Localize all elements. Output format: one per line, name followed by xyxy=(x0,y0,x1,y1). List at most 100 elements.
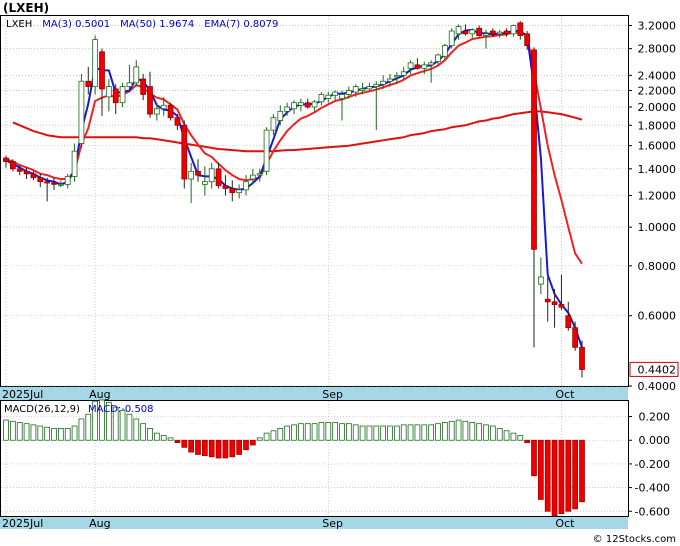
macd-x-label: Sep xyxy=(322,517,343,530)
macd-bar-positive xyxy=(37,425,44,441)
candle-body-up xyxy=(311,101,318,108)
candle xyxy=(345,86,352,99)
candle xyxy=(517,21,524,40)
macd-bar-positive xyxy=(167,437,174,441)
macd-bar-positive xyxy=(160,435,167,441)
price-x-label: Oct xyxy=(555,388,575,401)
macd-bar-positive xyxy=(496,428,503,441)
macd-bar-negative xyxy=(544,439,551,512)
candle-body-down xyxy=(9,161,16,170)
candle-body-up xyxy=(133,66,140,84)
macd-bar-positive xyxy=(71,425,78,441)
candle-body-up xyxy=(469,29,476,35)
price-legend: LXEH MA(3) 0.5001 MA(50) 1.9674 EMA(7) 0.80… xyxy=(6,19,278,30)
candle xyxy=(188,162,195,203)
candle xyxy=(551,288,558,328)
candle xyxy=(297,98,304,112)
macd-bar-positive xyxy=(393,425,400,441)
candle-body-down xyxy=(572,327,579,348)
candle-body-up xyxy=(256,173,263,176)
macd-bar-positive xyxy=(503,430,510,441)
candle xyxy=(537,257,544,295)
candle xyxy=(393,71,400,85)
candle xyxy=(256,168,263,182)
last-price-marker: 0.4402 xyxy=(629,361,679,377)
candle-body-down xyxy=(195,170,201,176)
candle xyxy=(435,53,441,65)
candle-body-up xyxy=(345,90,352,95)
macd-bar-positive xyxy=(510,432,517,441)
candle-body-down xyxy=(517,22,524,36)
candle-body-up xyxy=(380,80,387,85)
last-price-box xyxy=(629,361,679,377)
legend-item: EMA(7) 0.8079 xyxy=(204,19,278,30)
candle-body-up xyxy=(188,170,195,180)
macd-bar-positive xyxy=(297,423,304,441)
candle xyxy=(140,73,147,101)
macd-bar-positive xyxy=(311,423,318,441)
macd-bar-negative xyxy=(579,439,585,503)
candle xyxy=(558,274,565,311)
candle xyxy=(400,66,407,80)
candle xyxy=(531,47,537,348)
candle xyxy=(455,24,462,40)
macd-x-labels: 2025Jul Aug Sep Oct xyxy=(2,517,575,530)
price-tick-label: 1.0000 xyxy=(638,221,677,234)
macd-bar-positive xyxy=(99,399,105,441)
candle-body-down xyxy=(30,173,37,179)
macd-legend: MACD(26,12,9) MACD:-0.508 xyxy=(4,404,154,415)
candle xyxy=(133,60,140,87)
candle-body-down xyxy=(181,124,188,180)
price-tick-label: 0.8000 xyxy=(638,260,677,273)
candle xyxy=(126,64,133,91)
macd-bar-positive xyxy=(469,422,476,441)
candle-body-up xyxy=(318,94,325,103)
macd-bar-positive xyxy=(421,424,428,441)
candle xyxy=(277,105,284,126)
macd-bar-positive xyxy=(476,423,483,441)
candle xyxy=(153,102,160,121)
candle-body-up xyxy=(393,74,400,78)
macd-bar-positive xyxy=(318,422,325,441)
candle xyxy=(92,35,99,95)
candle-body-down xyxy=(99,51,105,90)
macd-bar-positive xyxy=(517,435,524,441)
candle xyxy=(311,100,318,112)
candle-body-down xyxy=(112,88,119,104)
candle-body-down xyxy=(147,86,153,115)
candle-body-up xyxy=(400,71,407,76)
candle-body-down xyxy=(489,30,496,35)
candle xyxy=(57,180,64,188)
candle-body-down xyxy=(16,168,23,172)
candle xyxy=(448,28,455,49)
candle xyxy=(99,48,105,116)
symbol-title: (LXEH) xyxy=(3,1,49,15)
macd-bar-positive xyxy=(345,423,352,441)
macd-legend-item: MACD:-0.508 xyxy=(88,404,154,415)
price-x-label: Aug xyxy=(89,388,110,401)
candle xyxy=(112,84,119,115)
candle xyxy=(71,143,78,182)
candle xyxy=(195,159,201,182)
macd-bar-positive xyxy=(30,424,37,441)
macd-bar-positive xyxy=(359,425,366,441)
candle xyxy=(428,60,435,83)
candle-body-down xyxy=(551,301,558,305)
candle xyxy=(270,114,277,136)
macd-bar-negative xyxy=(565,439,572,512)
macd-x-label: 2025Jul xyxy=(2,517,43,530)
macd-bar-positive xyxy=(92,400,99,441)
candle xyxy=(366,82,373,93)
candle xyxy=(147,71,153,118)
candle xyxy=(496,29,503,38)
macd-tick-label: -0.600 xyxy=(635,505,670,518)
macd-bar-positive xyxy=(489,425,496,441)
candle-body-up xyxy=(208,168,215,183)
candle-body-down xyxy=(85,80,92,87)
candle-body-up xyxy=(359,88,366,91)
candle xyxy=(30,171,37,181)
macd-bar-positive xyxy=(64,428,71,441)
macd-bar-positive xyxy=(339,423,345,441)
candle xyxy=(78,73,85,148)
